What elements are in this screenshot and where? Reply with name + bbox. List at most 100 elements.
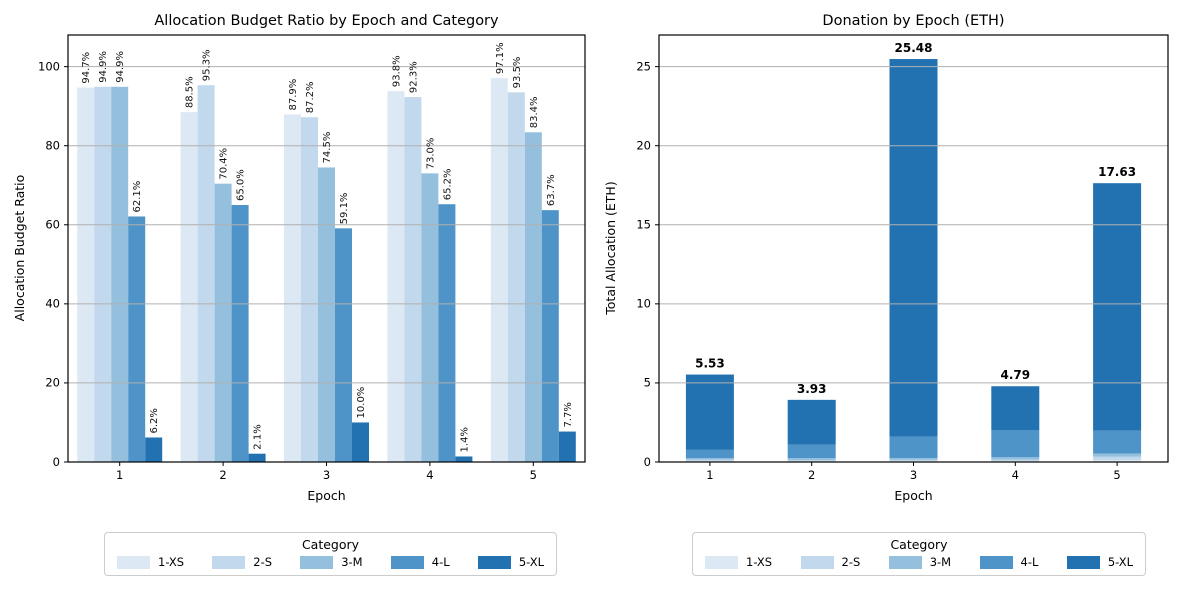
legend-item-1xs: 1-XS bbox=[117, 555, 184, 569]
legend-label-5xl: 5-XL bbox=[1107, 555, 1133, 569]
bar-value-label: 94.7% bbox=[81, 52, 92, 84]
legend-item-4l: 4-L bbox=[390, 555, 450, 569]
y-tick-label: 15 bbox=[636, 218, 651, 232]
right-chart-title: Donation by Epoch (ETH) bbox=[822, 13, 1005, 29]
bar-3-M-epoch-1 bbox=[111, 86, 129, 462]
stack-total-label: 25.48 bbox=[895, 41, 933, 55]
bar-3-M-epoch-3 bbox=[318, 167, 335, 462]
legend-label-2s: 2-S bbox=[253, 555, 273, 569]
x-tick-label: 4 bbox=[426, 468, 433, 482]
legend-item-2s: 2-S bbox=[212, 555, 272, 569]
legend-items: 1-XS 2-S 3-M 4-L 5-XL bbox=[705, 555, 1133, 569]
y-tick-label: 20 bbox=[45, 376, 60, 390]
legend-swatch-2s bbox=[800, 555, 834, 569]
stack-segment-3-M-epoch-4 bbox=[991, 457, 1040, 460]
bar-value-label: 59.1% bbox=[339, 193, 350, 225]
stack-total-label: 17.63 bbox=[1098, 165, 1136, 179]
bar-5-XL-epoch-2 bbox=[248, 453, 266, 462]
stack-segment-4-L-epoch-2 bbox=[787, 444, 836, 459]
stack-segment-3-M-epoch-5 bbox=[1093, 453, 1142, 457]
stack-segment-5-XL-epoch-1 bbox=[685, 374, 734, 450]
bar-value-label: 88.5% bbox=[185, 76, 196, 108]
stack-segment-2-S-epoch-5 bbox=[1093, 456, 1142, 460]
legend-swatch-3m bbox=[888, 555, 922, 569]
bar-3-M-epoch-2 bbox=[214, 183, 232, 463]
bar-value-label: 95.3% bbox=[202, 49, 213, 81]
bar-value-label: 6.2% bbox=[149, 408, 160, 433]
legend-title: Category bbox=[890, 537, 948, 552]
legend-swatch-5xl bbox=[1066, 555, 1100, 569]
legend-label-1xs: 1-XS bbox=[746, 555, 773, 569]
left-chart-xlabel: Epoch bbox=[307, 488, 346, 503]
x-tick-label: 3 bbox=[910, 468, 917, 482]
bar-value-label: 63.7% bbox=[546, 174, 557, 206]
y-tick-label: 0 bbox=[644, 455, 651, 469]
bar-2-S-epoch-3 bbox=[301, 117, 318, 463]
stack-segment-2-S-epoch-4 bbox=[991, 459, 1040, 462]
x-tick-label: 3 bbox=[323, 468, 330, 482]
legend-item-3m: 3-M bbox=[300, 555, 363, 569]
bar-value-label: 1.4% bbox=[459, 427, 470, 452]
bar-value-label: 94.9% bbox=[98, 51, 109, 83]
x-tick-label: 1 bbox=[116, 468, 123, 482]
bar-value-label: 62.1% bbox=[132, 181, 143, 213]
bar-5-XL-epoch-1 bbox=[145, 437, 163, 462]
bar-1-XS-epoch-2 bbox=[180, 112, 198, 462]
legend-item-3m: 3-M bbox=[888, 555, 952, 569]
stack-segment-2-S-epoch-2 bbox=[787, 460, 836, 462]
bar-1-XS-epoch-4 bbox=[387, 91, 405, 463]
bar-4-L-epoch-1 bbox=[128, 216, 146, 462]
bar-5-XL-epoch-4 bbox=[455, 456, 473, 462]
legend-label-3m: 3-M bbox=[341, 555, 363, 569]
y-tick-label: 0 bbox=[53, 455, 60, 469]
bar-value-label: 87.9% bbox=[288, 79, 299, 111]
left-legend: Category 1-XS 2-S 3-M 4-L 5-XL bbox=[104, 532, 557, 576]
bar-value-label: 73.0% bbox=[425, 138, 436, 170]
x-tick-label: 1 bbox=[706, 468, 713, 482]
legend-label-1xs: 1-XS bbox=[158, 555, 185, 569]
left-chart-title: Allocation Budget Ratio by Epoch and Cat… bbox=[154, 13, 499, 29]
bar-value-label: 92.3% bbox=[408, 61, 419, 93]
y-tick-label: 5 bbox=[644, 376, 651, 390]
stack-segment-4-L-epoch-4 bbox=[991, 430, 1040, 458]
y-tick-label: 40 bbox=[45, 297, 60, 311]
y-tick-label: 10 bbox=[636, 297, 651, 311]
stack-segment-5-XL-epoch-3 bbox=[889, 59, 938, 437]
legend-swatch-1xs bbox=[117, 555, 150, 569]
stack-segment-3-M-epoch-3 bbox=[889, 458, 938, 460]
bar-value-label: 10.0% bbox=[356, 387, 367, 419]
left-chart-ylabel: Allocation Budget Ratio bbox=[12, 174, 27, 322]
bar-value-label: 93.5% bbox=[512, 57, 523, 89]
bar-4-L-epoch-2 bbox=[231, 205, 249, 462]
y-tick-label: 80 bbox=[45, 138, 60, 152]
legend-swatch-3m bbox=[300, 555, 334, 569]
right-chart-xlabel: Epoch bbox=[894, 488, 933, 503]
legend-item-2s: 2-S bbox=[800, 555, 861, 569]
y-tick-label: 20 bbox=[636, 138, 651, 152]
y-tick-label: 25 bbox=[636, 59, 651, 73]
bar-1-XS-epoch-1 bbox=[77, 87, 95, 462]
legend-swatch-4l bbox=[390, 555, 424, 569]
bar-2-S-epoch-4 bbox=[404, 97, 422, 462]
legend-item-4l: 4-L bbox=[979, 555, 1039, 569]
legend-item-1xs: 1-XS bbox=[705, 555, 772, 569]
stack-segment-5-XL-epoch-2 bbox=[787, 399, 836, 445]
right-legend: Category 1-XS 2-S 3-M 4-L 5-XL bbox=[692, 532, 1146, 576]
legend-label-3m: 3-M bbox=[929, 555, 952, 569]
legend-label-2s: 2-S bbox=[841, 555, 861, 569]
y-tick-label: 60 bbox=[45, 218, 60, 232]
stack-segment-3-M-epoch-2 bbox=[787, 458, 836, 461]
y-tick-label: 100 bbox=[38, 59, 60, 73]
stack-segment-1-XS-epoch-5 bbox=[1093, 459, 1142, 462]
bar-5-XL-epoch-3 bbox=[352, 422, 369, 462]
x-tick-label: 5 bbox=[530, 468, 537, 482]
stack-segment-4-L-epoch-1 bbox=[685, 449, 734, 459]
bar-value-label: 93.8% bbox=[391, 55, 402, 87]
bar-4-L-epoch-5 bbox=[541, 210, 559, 462]
legend-swatch-2s bbox=[212, 555, 246, 569]
bar-1-XS-epoch-5 bbox=[490, 78, 508, 462]
legend-label-4l: 4-L bbox=[1020, 555, 1039, 569]
bar-1-XS-epoch-3 bbox=[284, 114, 301, 462]
